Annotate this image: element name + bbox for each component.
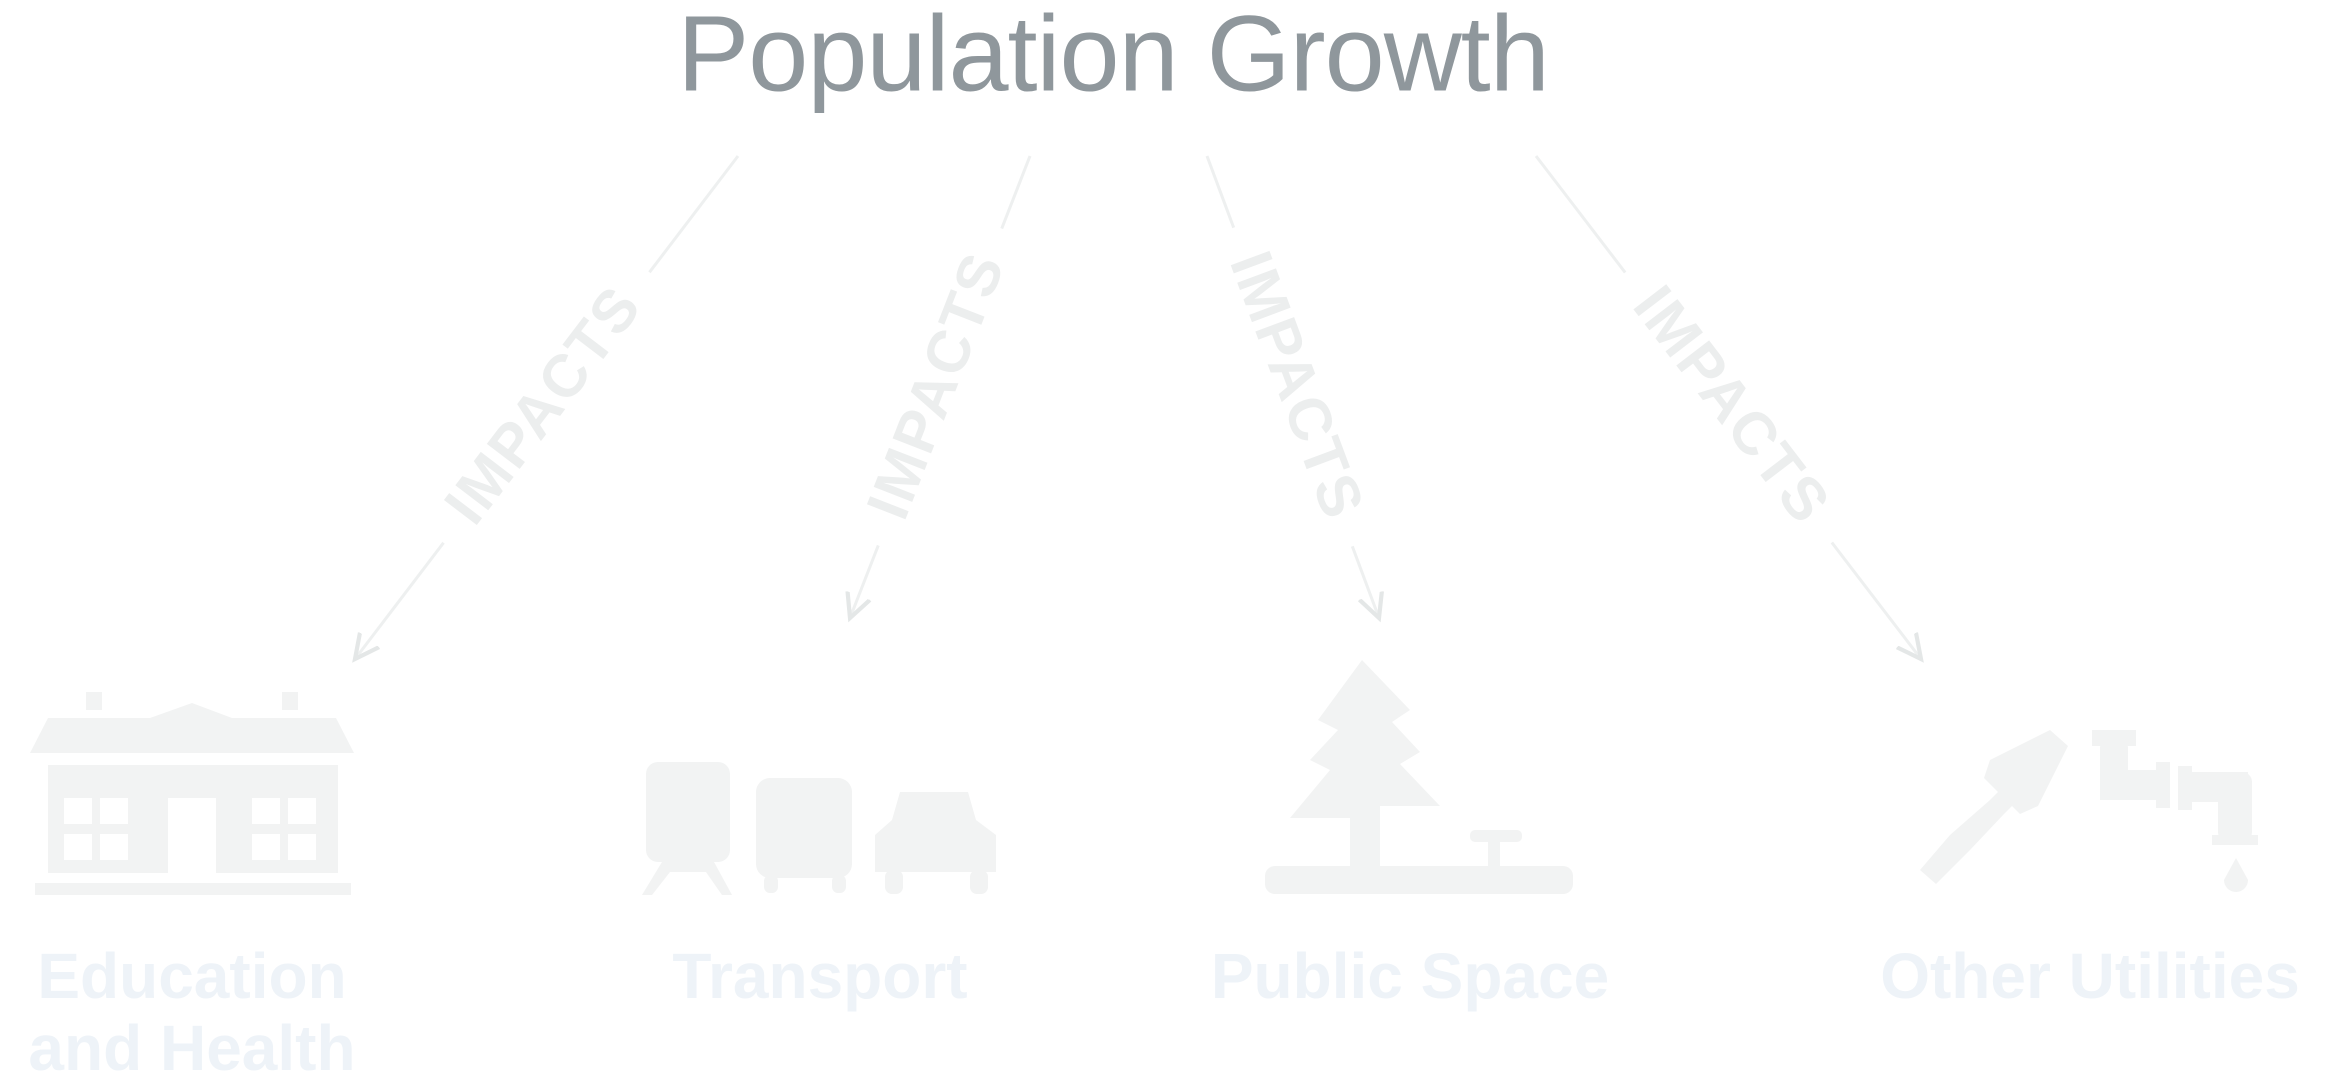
title: Population Growth xyxy=(677,0,1549,114)
label-gap xyxy=(836,212,1044,562)
transport-icon xyxy=(642,762,996,895)
label-gap xyxy=(407,244,686,571)
label-gap xyxy=(1589,245,1868,570)
label-gap xyxy=(1191,211,1395,563)
tree-icon xyxy=(1265,660,1573,894)
node-label: Education and Health xyxy=(28,940,356,1074)
utilities-icon xyxy=(1920,730,2258,892)
node-label: Transport xyxy=(672,940,968,1012)
edge-label: IMPACTS xyxy=(431,273,654,536)
node-label: Public Space xyxy=(1210,940,1610,1012)
school-windows xyxy=(64,798,316,873)
edges: IMPACTS IMPACTS IMPACTS IMPACTS xyxy=(355,155,1921,659)
edge-label: IMPACTS xyxy=(1621,273,1844,536)
node-label: Other Utilities xyxy=(1880,940,2300,1012)
